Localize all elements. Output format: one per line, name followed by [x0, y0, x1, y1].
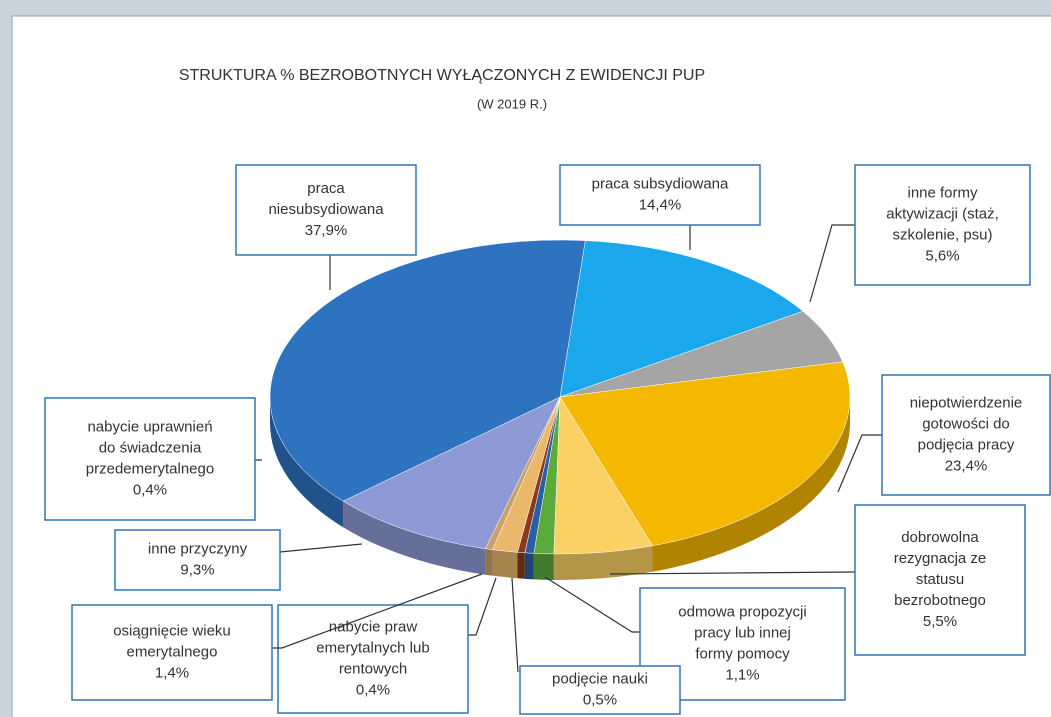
value-label: 5,6% — [925, 247, 959, 264]
leader-line — [511, 577, 519, 673]
slice-side — [652, 397, 850, 572]
label-text: nabycie praw — [329, 618, 418, 635]
slice-side — [517, 552, 525, 579]
leader-line — [279, 543, 363, 553]
label-text: praca — [307, 180, 345, 197]
slice-side — [485, 548, 493, 576]
label-text: nabycie uprawnień — [87, 418, 212, 435]
value-label: 9,3% — [180, 561, 214, 578]
value-label: 14,4% — [639, 196, 682, 213]
leader-line — [468, 577, 497, 636]
label-box — [559, 164, 761, 226]
label-text: statusu — [916, 571, 964, 588]
label-box — [44, 397, 256, 521]
value-label: 5,5% — [923, 613, 957, 630]
value-label: 1,1% — [725, 666, 759, 683]
label-text: podjęcie nauki — [552, 670, 648, 687]
slice-side — [270, 397, 344, 528]
label-box — [854, 504, 1026, 656]
value-label: 0,4% — [133, 481, 167, 498]
label-text: bezrobotnego — [894, 592, 986, 609]
leader-line — [837, 434, 882, 493]
value-label: 0,5% — [583, 691, 617, 708]
slice-side — [492, 549, 518, 579]
label-box — [277, 604, 469, 714]
label-text: szkolenie, psu) — [892, 226, 992, 243]
label-text: osiągnięcie wieku — [113, 622, 231, 639]
leader-line — [544, 576, 640, 633]
slice-side — [553, 545, 653, 580]
label-text: aktywizacji (staż, — [886, 205, 999, 222]
slice-side — [533, 553, 554, 580]
label-text: formy pomocy — [695, 645, 790, 662]
chart-subtitle: (W 2019 R.) — [477, 96, 547, 111]
leader-line — [809, 224, 855, 303]
value-label: 37,9% — [305, 222, 348, 239]
label-text: rezygnacja ze — [894, 550, 987, 567]
label-box — [519, 665, 681, 715]
chart-title: STRUKTURA % BEZROBOTNYCH WYŁĄCZONYCH Z E… — [179, 67, 705, 84]
label-text: dobrowolna — [901, 529, 979, 546]
slice — [559, 240, 804, 398]
slice — [342, 396, 561, 549]
value-label: 1,4% — [155, 664, 189, 681]
label-text: gotowości do — [922, 415, 1010, 432]
label-box — [854, 164, 1031, 286]
label-text: niepotwierdzenie — [910, 394, 1023, 411]
label-text: odmowa propozycji — [678, 603, 806, 620]
value-label: 0,4% — [356, 681, 390, 698]
leader-line — [272, 573, 483, 649]
label-text: inne formy — [907, 184, 978, 201]
slice — [559, 361, 851, 547]
label-box — [881, 374, 1051, 496]
label-text: emerytalnego — [127, 643, 218, 660]
label-box — [114, 529, 281, 591]
label-box — [235, 164, 417, 256]
label-box — [71, 604, 273, 701]
label-text: inne przyczyny — [148, 540, 248, 557]
leader-line — [609, 571, 856, 575]
label-text: podjęcia pracy — [918, 436, 1015, 453]
label-text: niesubsydiowana — [268, 201, 384, 218]
label-text: emerytalnych lub — [316, 639, 429, 656]
label-text: pracy lub innej — [694, 624, 791, 641]
label-text: do świadczenia — [99, 439, 202, 456]
label-text: praca subsydiowana — [592, 175, 729, 192]
label-text: przedemerytalnego — [86, 460, 214, 477]
value-label: 23,4% — [945, 457, 988, 474]
slice — [269, 239, 586, 502]
slice-side — [524, 552, 534, 580]
label-text: rentowych — [339, 660, 407, 677]
